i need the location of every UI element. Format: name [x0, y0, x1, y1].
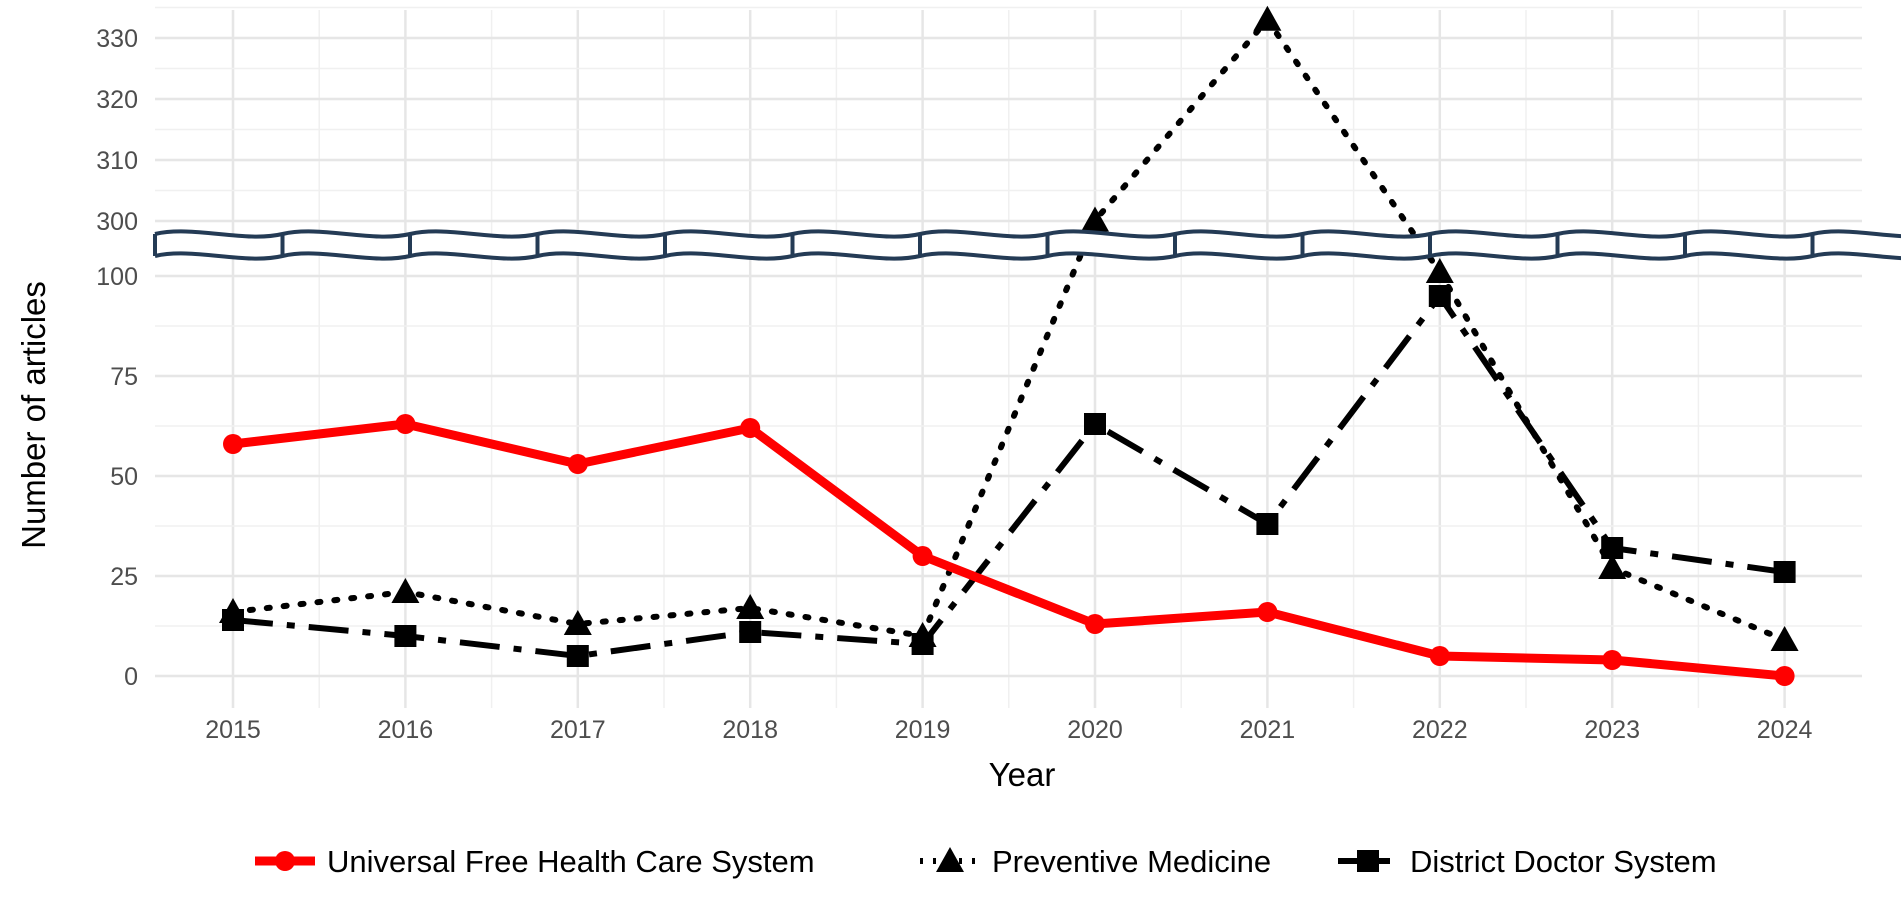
data-point-square	[1773, 561, 1796, 583]
legend-item: Universal Free Health Care System	[255, 844, 815, 879]
x-tick-label: 2024	[1757, 716, 1813, 744]
data-point-triangle	[1253, 5, 1282, 31]
x-tick-label: 2021	[1240, 716, 1296, 744]
data-point-triangle	[1770, 626, 1799, 651]
series-line	[232, 419, 1786, 681]
axis-break-band	[153, 229, 1901, 261]
legend-label: Preventive Medicine	[992, 844, 1271, 879]
data-point-square	[1256, 513, 1279, 535]
y-tick-label: 75	[110, 363, 138, 391]
data-point-circle	[1257, 602, 1278, 622]
series-preventive-medicine	[219, 5, 1799, 651]
x-tick-label: 2019	[895, 716, 951, 744]
data-point-square	[1084, 413, 1106, 435]
data-point-triangle	[1425, 258, 1454, 283]
series-line	[230, 16, 1788, 643]
legend-label: Universal Free Health Care System	[327, 844, 815, 879]
x-axis-title: Year	[989, 756, 1056, 793]
data-point-triangle	[736, 594, 765, 619]
data-point-circle	[740, 418, 761, 438]
y-tick-label: 330	[96, 25, 138, 53]
data-point-triangle	[219, 598, 247, 623]
y-tick-label: 50	[110, 463, 138, 491]
data-point-triangle	[563, 610, 592, 635]
y-axis-title: Number of articles	[15, 281, 52, 549]
legend-label: District Doctor System	[1410, 844, 1717, 879]
x-tick-label: 2015	[205, 716, 261, 744]
legend-item: District Doctor System	[1338, 844, 1717, 879]
legend-key-marker	[936, 847, 964, 872]
series-group	[219, 5, 1799, 686]
y-tick-label: 310	[96, 147, 138, 175]
data-point-circle	[567, 454, 588, 474]
x-tick-labels: 2015 2016 2017 2018 2019 2020 2021 2022 2023 2024	[205, 716, 1812, 744]
data-point-triangle	[391, 578, 420, 603]
data-point-triangle	[1081, 206, 1109, 232]
legend-key-marker	[1357, 850, 1379, 872]
data-point-triangle	[908, 622, 937, 647]
data-point-circle	[1774, 666, 1795, 686]
y-tick-labels: 0 25 50 75 100 300 310 320 330	[96, 25, 138, 691]
data-point-circle	[1429, 646, 1450, 666]
y-tick-label: 300	[96, 208, 138, 236]
data-point-square	[566, 645, 589, 667]
x-tick-label: 2020	[1067, 716, 1123, 744]
x-tick-label: 2022	[1412, 716, 1468, 744]
data-point-circle	[1085, 614, 1105, 634]
x-tick-label: 2018	[722, 716, 778, 744]
x-tick-label: 2016	[378, 716, 434, 744]
data-point-circle	[223, 434, 243, 454]
x-tick-label: 2017	[550, 716, 606, 744]
data-point-square	[739, 621, 762, 643]
data-point-circle	[912, 546, 933, 566]
y-tick-label: 320	[96, 86, 138, 114]
y-tick-label: 100	[96, 263, 138, 291]
y-tick-label: 25	[110, 563, 138, 591]
series-universal-free-health-care-system	[223, 414, 1795, 686]
data-point-square	[394, 625, 417, 647]
data-point-circle	[1602, 650, 1623, 670]
x-tick-label: 2023	[1584, 716, 1640, 744]
y-tick-label: 0	[124, 663, 138, 691]
legend-key-marker	[275, 851, 295, 871]
legend: Universal Free Health Care System Prevent…	[255, 844, 1717, 879]
data-point-circle	[395, 414, 416, 434]
data-point-triangle	[1598, 554, 1627, 579]
data-point-square	[1428, 285, 1451, 307]
legend-item: Preventive Medicine	[920, 844, 1271, 879]
